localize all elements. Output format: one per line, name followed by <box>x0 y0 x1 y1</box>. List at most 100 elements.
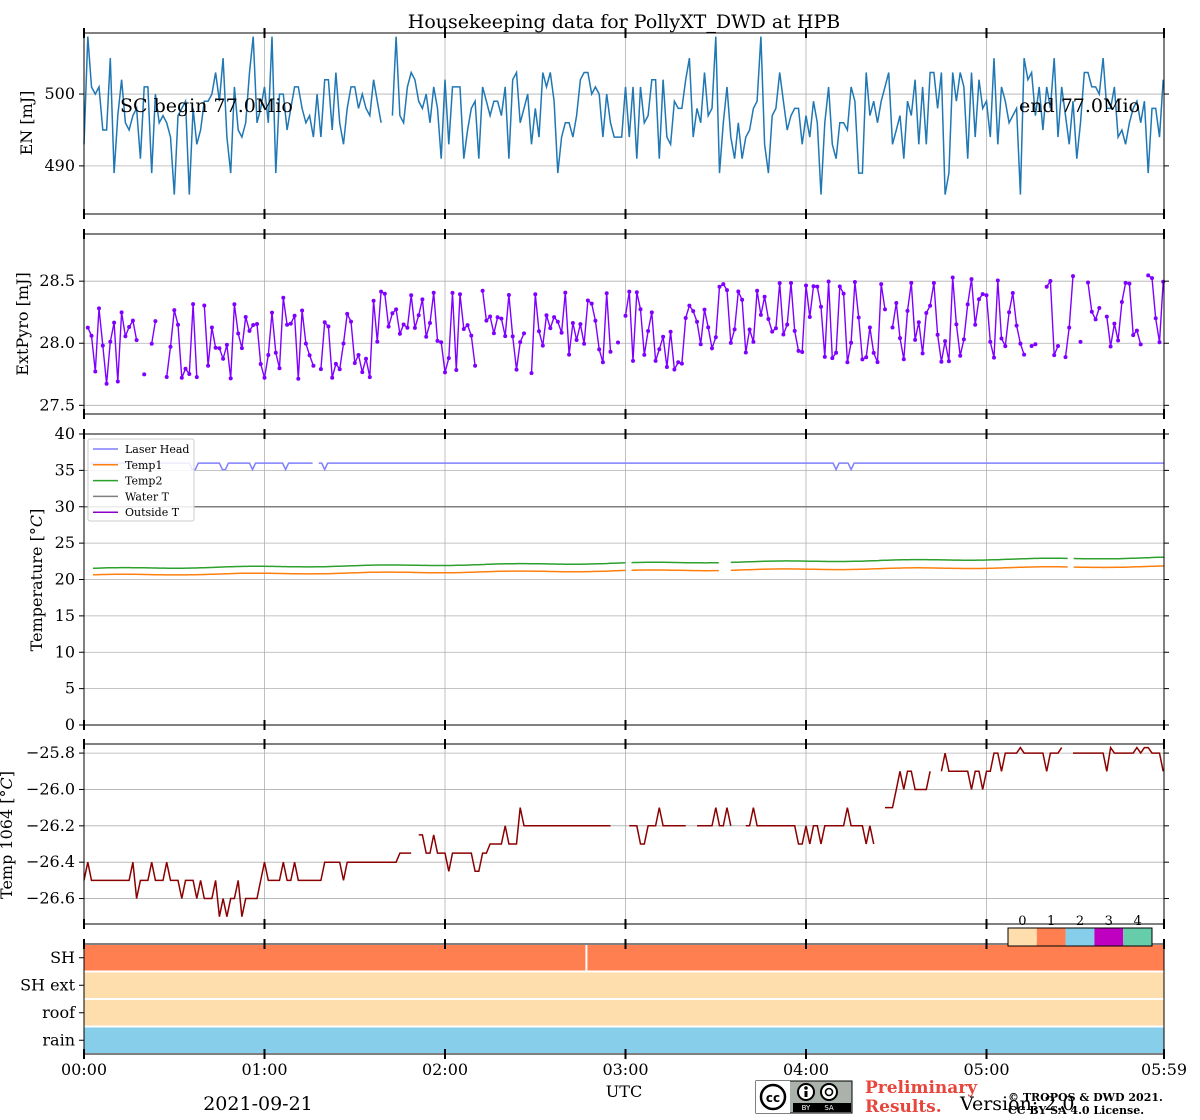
extpyro-line <box>1087 282 1100 322</box>
temperature-yticks: 0 5 10 15 20 25 30 35 40 <box>55 424 1169 734</box>
y-tick-label: 490 <box>44 156 75 175</box>
extpyro-line <box>624 281 886 372</box>
extpyro-line <box>1031 343 1036 347</box>
y-tick-label: −25.8 <box>26 743 75 762</box>
legend-label: Temp1 <box>125 459 162 472</box>
extpyro-line <box>166 304 198 379</box>
temp1064-line <box>885 770 931 809</box>
temp1-line <box>631 569 719 572</box>
temperature-legend: Laser Head Temp1 Temp2 Water T Outside T <box>87 438 195 522</box>
extpyro-ylabel: ExtPyro [mJ] <box>13 272 32 375</box>
extpyro-line <box>203 297 315 379</box>
temperature-series <box>84 462 1165 576</box>
temp1-line <box>730 566 1068 572</box>
status-panel: SH SH ext roof rain 0 1 2 3 4 <box>20 914 1165 1055</box>
temp1064-line <box>629 807 686 845</box>
y-tick-label: −26.4 <box>26 852 75 871</box>
x-tick-label: 00:00 <box>61 1060 107 1079</box>
status-label: SH ext <box>20 975 75 994</box>
legend-label: Outside T <box>125 506 180 519</box>
temp1064-axes-frame <box>83 743 1165 925</box>
colorbar-cell-3 <box>1094 928 1124 946</box>
extpyro-point <box>616 340 620 345</box>
colorbar-label: 1 <box>1047 914 1055 929</box>
extpyro-line <box>530 292 612 374</box>
temp2-line <box>631 561 719 564</box>
cc-license-badge: cc BY SA <box>755 1080 853 1114</box>
x-axis-ticks <box>83 28 1165 1059</box>
y-tick-label: 0 <box>65 715 75 734</box>
temp2-line <box>1073 556 1165 560</box>
colorbar-cell-2 <box>1065 928 1095 946</box>
sc-begin-annotation: SC begin 77.0Mio <box>120 95 293 117</box>
x-tick-label: 04:00 <box>783 1060 829 1079</box>
y-tick-label: −26.0 <box>26 779 75 798</box>
status-row-rain <box>84 1027 1164 1053</box>
svg-text:SA: SA <box>824 1104 834 1112</box>
y-tick-label: −26.6 <box>26 889 75 908</box>
extpyro-axes-frame <box>83 233 1165 415</box>
temp2-line <box>730 557 1068 564</box>
temp1064-line <box>1073 745 1164 772</box>
y-tick-label: 5 <box>65 679 75 698</box>
x-axis-label: UTC <box>606 1082 642 1101</box>
preliminary-line-1: Preliminary <box>865 1078 978 1098</box>
temp1064-panel: −26.6 −26.4 −26.2 −26.0 −25.8 Temp 1064 [°C] <box>0 743 1169 925</box>
status-axes-frame <box>83 943 1165 1055</box>
temperature-panel: 0 5 10 15 20 25 30 35 40 Temperature [°C] Laser … <box>27 424 1169 734</box>
temperature-ylabel: Temperature [°C] <box>27 509 46 652</box>
temperature-grid <box>83 433 1165 726</box>
colorbar-label: 2 <box>1076 914 1084 929</box>
colorbar-frame <box>1007 927 1153 947</box>
y-tick-label: 10 <box>55 642 75 661</box>
y-tick-label: −26.2 <box>26 816 75 835</box>
sc-end-annotation: end 77.0Mio <box>1019 95 1140 117</box>
status-label: SH <box>50 948 75 967</box>
version-label: Version: 2.0 <box>959 1093 1074 1115</box>
y-tick-label: 25 <box>55 533 75 552</box>
temp1064-line <box>83 852 412 917</box>
temp2-line <box>92 562 626 570</box>
energy-ylabel: EN [mJ] <box>17 91 36 156</box>
temp1064-line <box>940 746 1063 790</box>
extpyro-line <box>1064 276 1074 358</box>
extpyro-line <box>1106 282 1142 347</box>
extpyro-series <box>85 273 1166 386</box>
legend-label: Water T <box>125 490 170 503</box>
colorbar-cell-1 <box>1036 928 1066 946</box>
legend-label: Temp2 <box>125 475 162 488</box>
energy-grid <box>83 33 1165 214</box>
status-colorbar: 0 1 2 3 4 <box>1007 914 1153 947</box>
x-tick-label: 05:59 <box>1141 1060 1187 1079</box>
energy-panel: 490 500 EN [mJ] SC begin 77.0Mio end 77.0… <box>17 32 1169 215</box>
extpyro-line <box>891 277 1025 362</box>
temp1064-yticks: −26.6 −26.4 −26.2 −26.0 −25.8 <box>26 743 1169 908</box>
temp1064-line <box>418 807 611 873</box>
colorbar-label: 0 <box>1018 914 1026 929</box>
x-tick-label: 03:00 <box>602 1060 648 1079</box>
status-row-roof <box>84 1000 1164 1026</box>
colorbar-cell-0 <box>1008 928 1037 946</box>
extpyro-panel: 27.5 28.0 28.5 ExtPyro [mJ] <box>13 233 1169 415</box>
energy-axes-frame <box>83 32 1165 215</box>
status-rows: SH SH ext roof rain <box>20 945 1164 1053</box>
extpyro-point <box>1078 339 1083 344</box>
y-tick-label: 20 <box>55 570 75 589</box>
y-tick-label: 30 <box>55 497 75 516</box>
y-tick-label: 15 <box>55 606 75 625</box>
y-tick-label: 28.0 <box>39 333 75 352</box>
legend-frame <box>87 438 195 522</box>
extpyro-line <box>481 290 525 370</box>
temp1064-ylabel: Temp 1064 [°C] <box>0 771 16 899</box>
extpyro-yticks: 27.5 28.0 28.5 <box>39 271 1169 414</box>
copyright-line-1: © TROPOS & DWD 2021. <box>1008 1091 1163 1104</box>
legend-label: Laser Head <box>125 443 189 456</box>
y-tick-label: 500 <box>44 84 75 103</box>
cc-icon <box>759 1083 787 1111</box>
energy-yticks: 490 500 <box>44 84 1169 175</box>
y-tick-label: 28.5 <box>39 271 75 290</box>
chart-title: Housekeeping data for PollyXT_DWD at HPB <box>408 11 840 33</box>
temp1-line <box>1073 565 1165 569</box>
x-tick-label: 02:00 <box>422 1060 468 1079</box>
temp1064-line <box>745 807 875 845</box>
